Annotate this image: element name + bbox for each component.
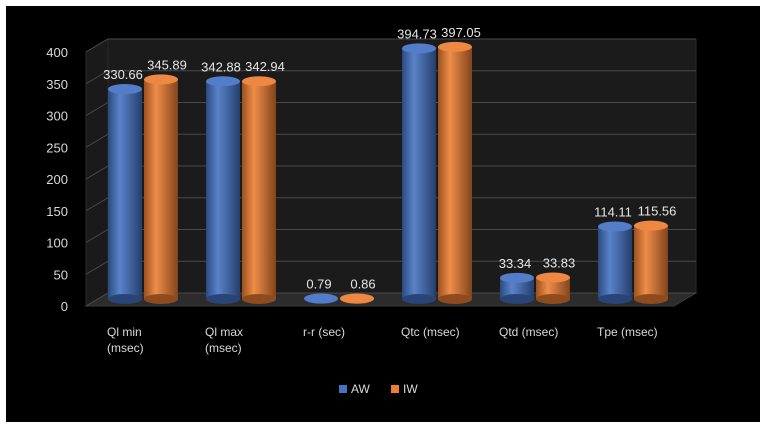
bar-body <box>634 225 668 299</box>
data-label-aw: 394.73 <box>397 26 437 41</box>
legend-swatch-iw <box>391 385 399 393</box>
data-label-aw: 342.88 <box>201 59 241 74</box>
bar-iw <box>634 220 668 304</box>
bar-top <box>536 272 570 283</box>
data-label-iw: 0.86 <box>350 276 375 291</box>
bar-body <box>500 277 534 299</box>
y-tick-label: 350 <box>46 77 68 92</box>
data-label-iw: 345.89 <box>147 57 187 72</box>
data-label-iw: 342.94 <box>245 59 285 74</box>
category-label: Qtd (msec) <box>499 325 558 339</box>
bar-top <box>242 76 276 87</box>
category-label: r-r (sec) <box>303 325 345 339</box>
bar-base <box>144 294 178 304</box>
data-label-iw: 33.83 <box>543 256 576 271</box>
bar-base <box>402 294 436 304</box>
category-label-line: r-r (sec) <box>303 325 345 339</box>
bar-aw <box>402 43 436 304</box>
data-label-iw: 397.05 <box>441 25 481 40</box>
bar-body <box>108 89 142 299</box>
legend: AW IW <box>339 382 418 396</box>
category-label-line: Ql max <box>205 325 243 339</box>
bar-body <box>598 226 632 299</box>
bar-body <box>402 48 436 299</box>
category-label: Tpe (msec) <box>597 325 658 339</box>
bar-iw <box>144 74 178 304</box>
category-label: Ql max (msec) <box>205 325 243 355</box>
data-label-iw: 115.56 <box>638 204 677 219</box>
data-labels: 330.66 345.89 342.88 342.94 0.79 0.86 394.73 39… <box>103 25 676 292</box>
bar-top <box>598 221 632 232</box>
bar-iw <box>438 41 472 304</box>
y-tick-label: 0 <box>61 299 68 314</box>
bar-body <box>536 277 570 299</box>
bar-body <box>144 79 178 299</box>
category-label-line: Qtc (msec) <box>401 325 460 339</box>
bars <box>108 41 668 304</box>
bar-base <box>242 294 276 304</box>
bar-top <box>634 220 668 231</box>
bar-aw <box>304 293 338 304</box>
bar-chart: 0 50 100 150 200 250 300 350 400 330.66 345.89 342… <box>46 25 698 396</box>
bar-body <box>206 81 240 299</box>
bar-top <box>206 76 240 87</box>
bar-body <box>242 81 276 300</box>
bar-base <box>438 294 472 304</box>
category-label-line: Qtd (msec) <box>499 325 558 339</box>
bar-base <box>536 294 570 304</box>
category-label-line: Tpe (msec) <box>597 325 658 339</box>
legend-label-aw: AW <box>351 382 371 396</box>
y-tick-label: 400 <box>46 45 68 60</box>
bar-base <box>108 294 142 304</box>
y-tick-label: 100 <box>46 236 68 251</box>
category-label: Qtc (msec) <box>401 325 460 339</box>
bar-top <box>340 293 374 304</box>
bar-body <box>438 46 472 300</box>
y-tick-label: 150 <box>46 204 68 219</box>
category-label-line: (msec) <box>107 341 144 355</box>
data-label-aw: 114.11 <box>594 205 632 220</box>
bar-base <box>634 294 668 304</box>
gridline <box>85 70 696 85</box>
category-label-line: Ql min <box>107 325 142 339</box>
bar-iw <box>536 272 570 304</box>
bar-iw <box>242 76 276 304</box>
y-tick-label: 300 <box>46 109 68 124</box>
bar-base <box>500 294 534 304</box>
data-label-aw: 33.34 <box>499 256 532 271</box>
bar-aw <box>598 221 632 304</box>
y-tick-label: 50 <box>54 267 68 282</box>
bar-aw <box>108 84 142 304</box>
bar-top <box>108 84 142 95</box>
bar-aw <box>500 272 534 304</box>
y-axis-ticks: 0 50 100 150 200 250 300 350 400 <box>46 45 68 314</box>
chart-area: 0 50 100 150 200 250 300 350 400 330.66 345.89 342… <box>6 6 760 422</box>
bar-base <box>598 294 632 304</box>
bar-top <box>144 74 178 85</box>
gridline <box>85 38 696 53</box>
legend-label-iw: IW <box>403 382 418 396</box>
bar-aw <box>206 76 240 304</box>
category-label: Ql min (msec) <box>107 325 144 355</box>
data-label-aw: 330.66 <box>103 67 143 82</box>
bar-top <box>304 293 338 304</box>
category-label-line: (msec) <box>205 341 242 355</box>
bar-base <box>206 294 240 304</box>
bar-top <box>500 272 534 283</box>
bar-top <box>402 43 436 54</box>
data-label-aw: 0.79 <box>306 276 331 291</box>
legend-swatch-aw <box>339 385 347 393</box>
category-labels: Ql min (msec) Ql max (msec) r-r (sec) Qtc (ms… <box>107 325 658 355</box>
bar-top <box>438 41 472 52</box>
bar-iw <box>340 293 374 304</box>
y-tick-label: 250 <box>46 140 68 155</box>
y-tick-label: 200 <box>46 172 68 187</box>
